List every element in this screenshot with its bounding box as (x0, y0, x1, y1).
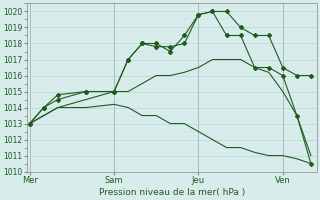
X-axis label: Pression niveau de la mer( hPa ): Pression niveau de la mer( hPa ) (99, 188, 245, 197)
